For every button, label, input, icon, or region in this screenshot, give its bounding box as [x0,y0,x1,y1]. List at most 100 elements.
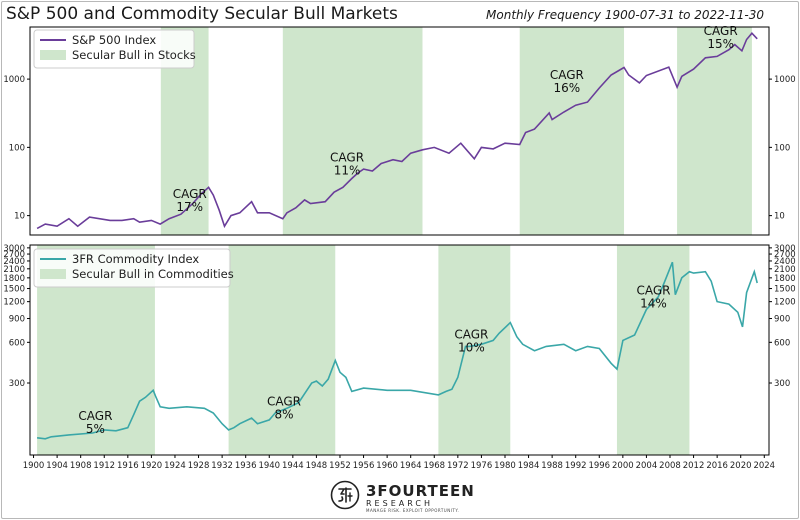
commodity-plot-border [29,244,770,456]
cagr-label: CAGR [173,187,207,201]
cagr-value: 16% [554,81,581,95]
cagr-label: CAGR [454,328,488,342]
x-tick-label: 1980 [494,461,516,471]
y-tick-label-left: 1200 [3,298,25,308]
x-axis: 1900 1904 1908 1912 1916 1920 1924 1928 1932 1936… [23,455,775,471]
commodity-bull-legend-swatch [40,269,66,279]
x-tick-label: 1900 [23,461,45,471]
chart-title: S&P 500 and Commodity Secular Bull Marke… [6,4,398,24]
x-tick-label: 1920 [141,461,163,471]
x-tick-label: 1928 [188,461,210,471]
x-tick-label: 1940 [258,461,280,471]
x-tick-label: 2016 [706,461,728,471]
y-tick-label-left: 300 [9,379,25,389]
commodity-bull-period [616,245,690,455]
y-tick-label-left: 2100 [3,265,25,275]
y-tick-label-left: 900 [9,315,25,325]
cagr-value: 11% [334,164,361,178]
y-tick-label-left: 1500 [3,285,25,295]
x-tick-label: 1944 [282,461,304,471]
brand-logo-icon [330,480,360,510]
x-tick-label: 1996 [588,461,610,471]
stock-bull-legend-swatch [40,50,66,60]
y-tick-label-right: 2400 [774,257,796,267]
cagr-label: CAGR [636,284,670,298]
stock-bull-shading [160,27,752,235]
x-tick-label: 1972 [447,461,469,471]
commodity-bull-period [228,245,336,455]
stock-bull-period [677,27,752,235]
x-tick-label: 1908 [70,461,92,471]
x-tick-label: 1912 [93,461,115,471]
x-tick-label: 1936 [235,461,257,471]
x-tick-label: 2004 [636,461,658,471]
stock-bull-legend-label: Secular Bull in Stocks [72,48,196,62]
cagr-label: CAGR [267,394,301,408]
y-tick-label-left: 100 [9,143,25,153]
cagr-value: 17% [176,200,203,214]
y-tick-label-right: 2700 [774,250,796,260]
x-tick-label: 1932 [211,461,233,471]
x-tick-label: 1960 [376,461,398,471]
brand-subtitle: RESEARCH [366,499,433,508]
x-tick-label: 1968 [423,461,445,471]
y-tick-label-left: 2400 [3,257,25,267]
x-tick-label: 1948 [306,461,328,471]
cagr-label: CAGR [704,24,738,38]
cagr-value: 14% [640,297,667,311]
cagr-value: 5% [86,422,105,436]
x-tick-label: 2008 [659,461,681,471]
y-tick-label-left: 1000 [3,75,25,85]
x-tick-label: 1976 [471,461,493,471]
x-tick-label: 1916 [117,461,139,471]
x-tick-label: 1984 [518,461,540,471]
commodity-legend: 3FR Commodity Index Secular Bull in Comm… [33,248,234,288]
x-tick-label: 2012 [683,461,705,471]
cagr-value: 10% [458,341,485,355]
y-tick-label-right: 1000 [774,75,796,85]
cagr-label: CAGR [78,409,112,423]
x-tick-label: 2000 [612,461,634,471]
y-tick-label-right: 3000 [774,244,796,254]
chart-subtitle: Monthly Frequency 1900-07-31 to 2022-11-… [486,8,764,22]
cagr-label: CAGR [330,151,364,165]
brand-tagline: MANAGE RISK. EXPLOIT OPPORTUNITY. [366,508,460,513]
y-tick-label-left: 2700 [3,250,25,260]
y-tick-label-left: 1800 [3,274,25,284]
cagr-label: CAGR [550,68,584,82]
cagr-value: 15% [707,37,734,51]
x-tick-label: 1988 [541,461,563,471]
commodity-bull-period [438,245,511,455]
sp500-legend: S&P 500 Index Secular Bull in Stocks [33,29,196,69]
x-tick-label: 1956 [353,461,375,471]
y-tick-label-left: 3000 [3,244,25,254]
x-tick-label: 2024 [753,461,775,471]
x-tick-label: 1952 [329,461,351,471]
y-tick-label-right: 10 [774,212,785,222]
y-tick-label-right: 2100 [774,265,796,275]
y-tick-label-left: 10 [14,212,25,222]
y-tick-label-right: 300 [774,379,790,389]
commodity-legend-label: 3FR Commodity Index [72,252,199,266]
y-tick-label-right: 900 [774,315,790,325]
x-tick-label: 2020 [730,461,752,471]
commodity-bull-legend-label: Secular Bull in Commodities [72,267,234,281]
y-tick-label-left: 600 [9,338,25,348]
y-tick-label-right: 1200 [774,298,796,308]
brand-name: 3FOURTEEN [366,482,475,500]
y-tick-label-right: 100 [774,143,790,153]
x-tick-label: 1904 [46,461,68,471]
commodity-line [37,261,758,440]
sp500-plot-border [29,26,770,236]
x-tick-label: 1992 [565,461,587,471]
stock-bull-period [519,27,625,235]
x-tick-label: 1924 [164,461,186,471]
stock-bull-period [282,27,423,235]
cagr-value: 8% [274,407,293,421]
